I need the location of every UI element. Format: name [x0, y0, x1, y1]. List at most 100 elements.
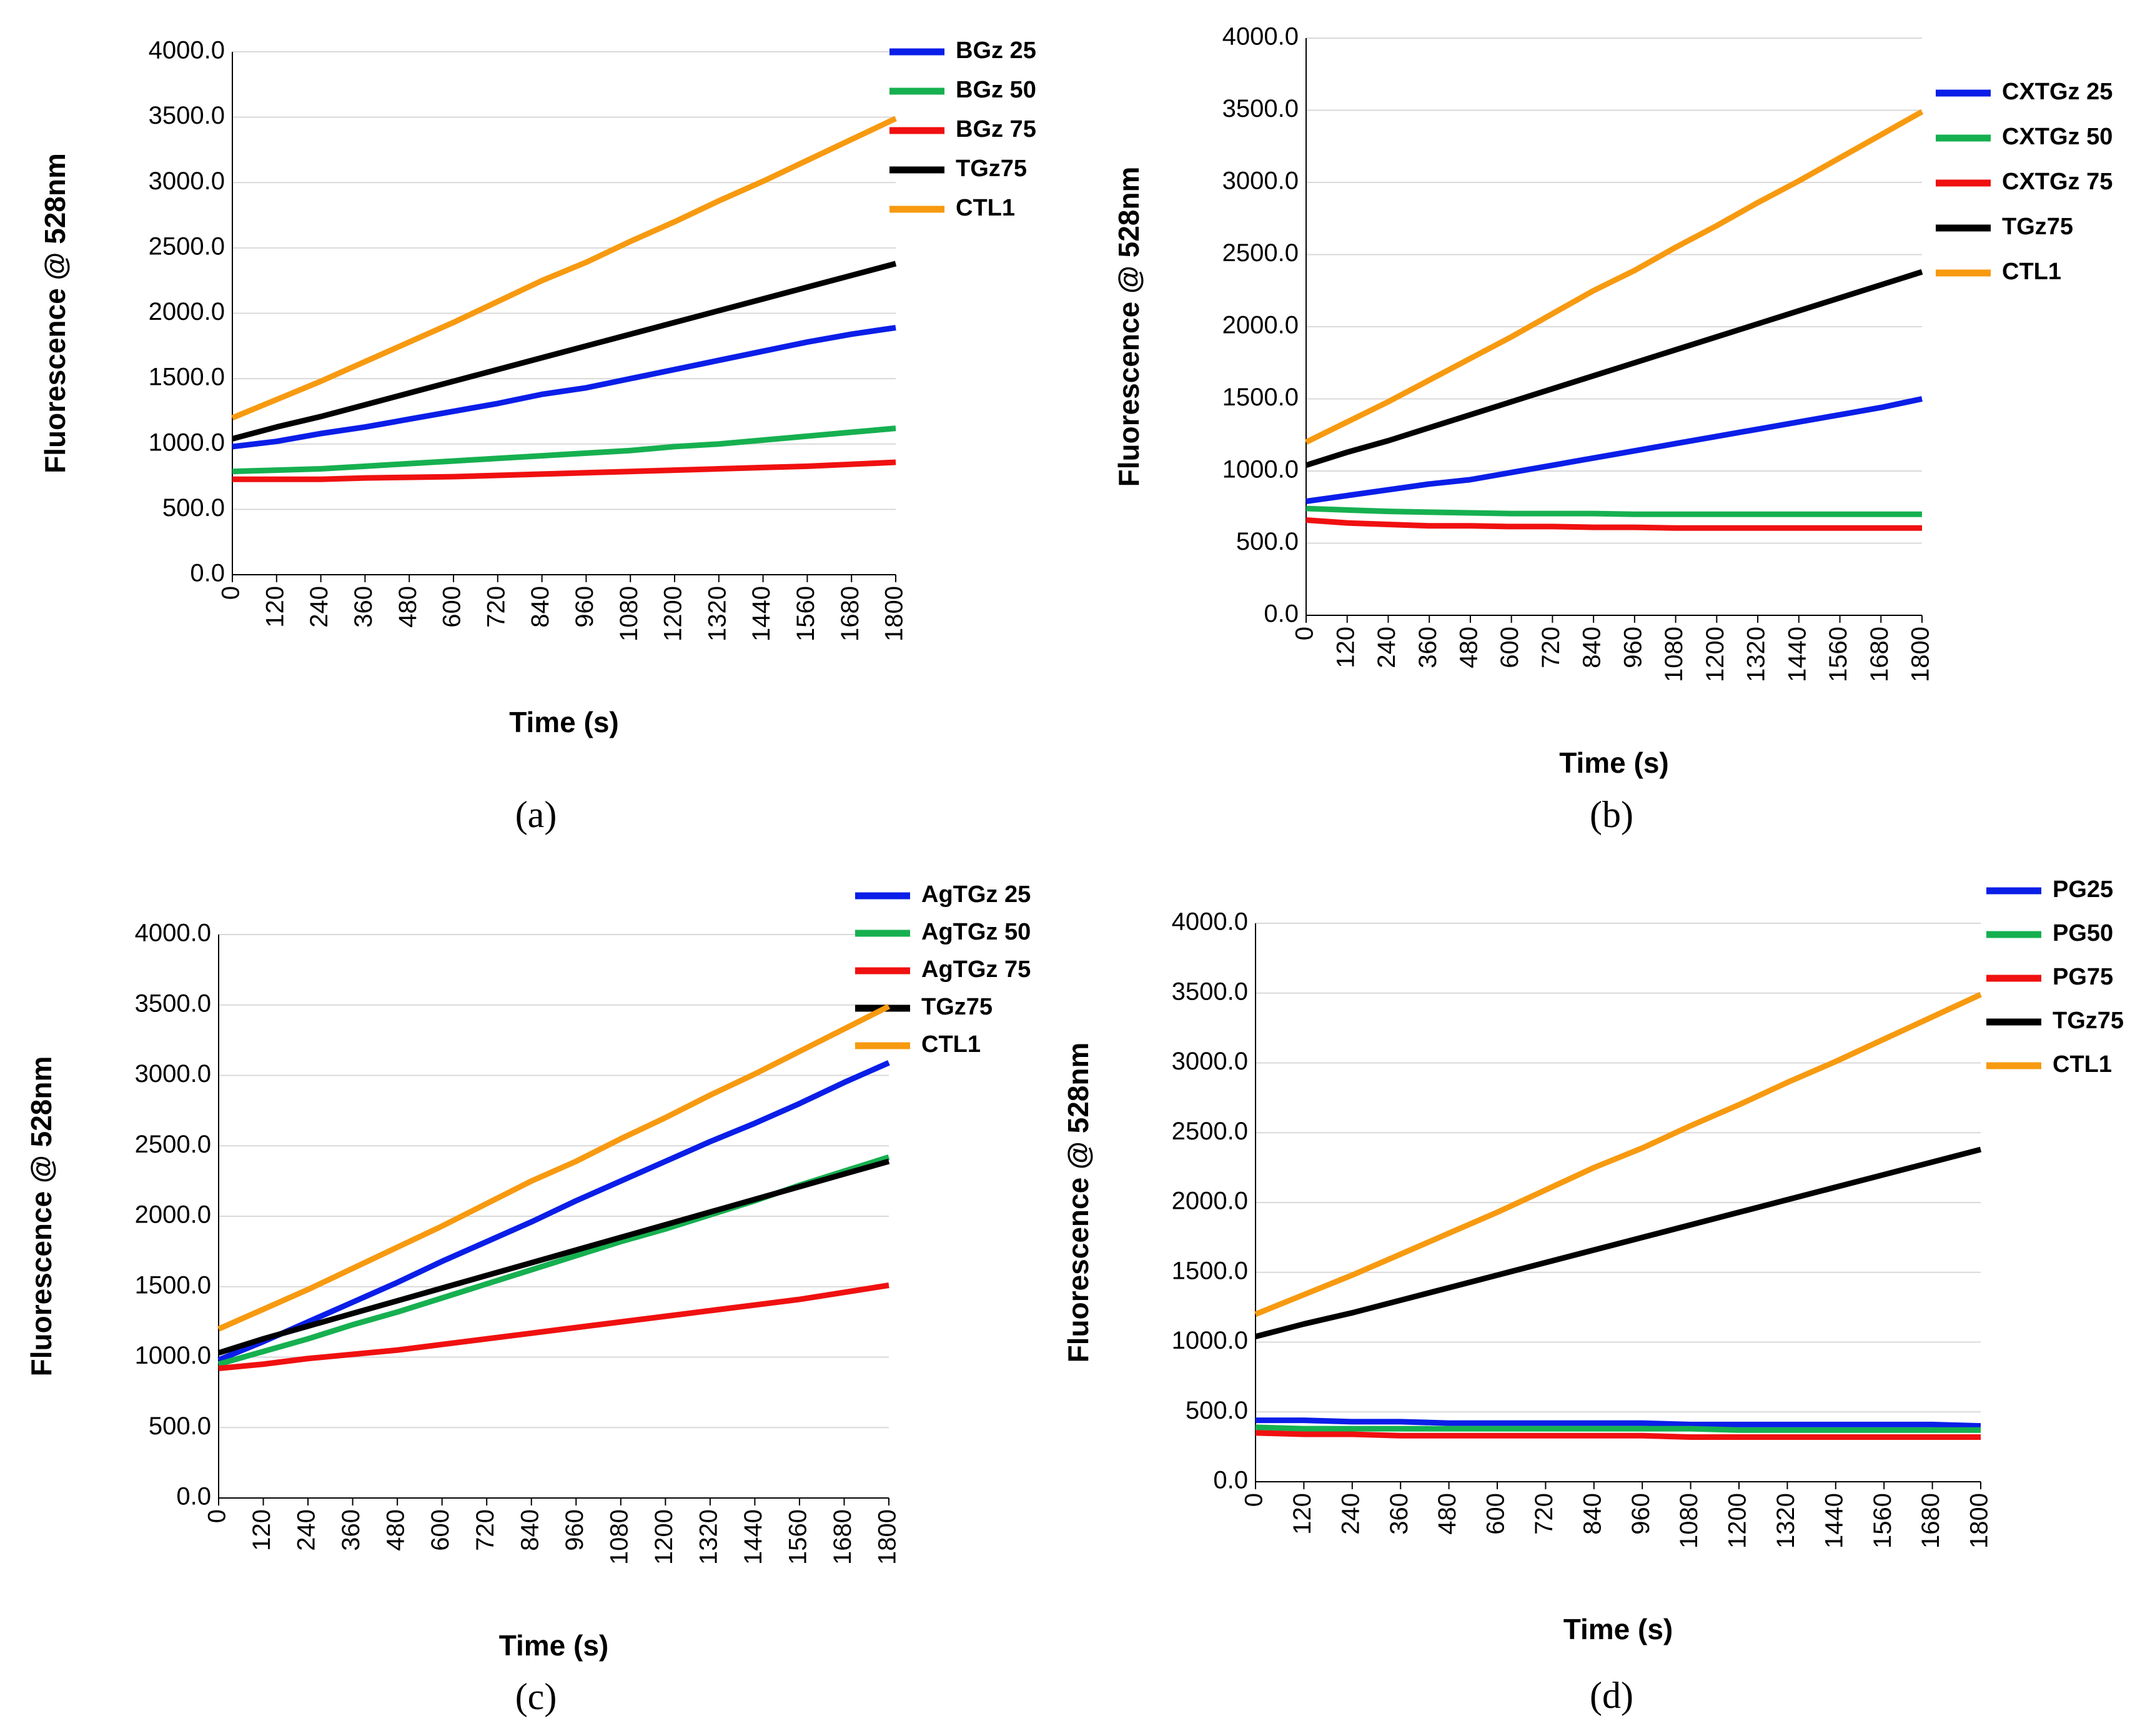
x-tick-label: 960 — [571, 586, 598, 628]
x-tick-label: 1680 — [836, 586, 864, 642]
y-tick-label: 1000.0 — [149, 429, 225, 456]
series-line — [1305, 505, 1922, 517]
y-tick-label: 1500.0 — [1172, 1257, 1248, 1284]
x-tick-label: 840 — [516, 1509, 543, 1551]
x-tick-label: 1560 — [792, 586, 820, 642]
y-tick-label: 3500.0 — [1172, 978, 1248, 1005]
x-tick-label: 840 — [1578, 1493, 1606, 1535]
y-axis-title: Fluorescence @ 528nm — [1112, 167, 1145, 487]
x-tick-label: 1560 — [1869, 1493, 1896, 1549]
series-line — [1255, 1430, 1981, 1440]
y-tick-label: 4000.0 — [1222, 23, 1299, 51]
legend-label: AgTGz 25 — [921, 881, 1031, 908]
x-tick-label: 1080 — [1660, 627, 1688, 682]
y-tick-label: 3000.0 — [135, 1060, 211, 1088]
y-tick-label: 500.0 — [162, 494, 225, 522]
y-tick-label: 500.0 — [1236, 528, 1299, 555]
y-tick-label: 3000.0 — [1222, 167, 1299, 195]
x-tick-label: 1800 — [1907, 627, 1934, 682]
y-axis-title: Fluorescence @ 528nm — [39, 153, 71, 474]
y-tick-label: 1000.0 — [135, 1342, 211, 1369]
legend-label: CXTGz 50 — [2002, 124, 2113, 150]
x-tick-label: 1560 — [784, 1509, 811, 1565]
legend-label: TGz75 — [2002, 214, 2073, 240]
series-line — [1254, 991, 1982, 1317]
y-tick-label: 2500.0 — [135, 1131, 211, 1158]
series-line — [1305, 269, 1923, 469]
series-line — [1305, 517, 1922, 531]
y-tick-label: 2000.0 — [1172, 1188, 1248, 1215]
x-tick-label: 0 — [204, 1509, 231, 1523]
panel-label: (b) — [1590, 794, 1633, 835]
x-tick-label: 1200 — [1724, 1493, 1751, 1549]
legend-label: AgTGz 50 — [921, 919, 1031, 945]
x-tick-label: 1560 — [1825, 627, 1852, 682]
x-tick-label: 120 — [1289, 1493, 1316, 1535]
y-tick-label: 500.0 — [1186, 1397, 1248, 1424]
x-axis-title: Time (s) — [499, 1629, 609, 1662]
panel-label: (d) — [1590, 1675, 1633, 1716]
legend-label: BGz 75 — [956, 116, 1036, 142]
legend-label: PG25 — [2053, 876, 2113, 903]
series-line — [217, 1060, 890, 1363]
x-tick-label: 1320 — [695, 1509, 722, 1565]
y-tick-label: 3000.0 — [1172, 1048, 1248, 1075]
legend-label: TGz75 — [921, 994, 993, 1020]
legend-label: PG75 — [2053, 964, 2113, 990]
x-tick-label: 1320 — [703, 586, 731, 642]
x-tick-label: 1680 — [1866, 627, 1893, 682]
series-line — [231, 116, 897, 421]
x-tick-label: 360 — [350, 586, 377, 628]
x-tick-label: 1080 — [605, 1509, 633, 1565]
y-tick-label: 1500.0 — [149, 364, 225, 391]
legend-label: BGz 50 — [956, 77, 1036, 103]
series-line — [1305, 109, 1924, 445]
series-line — [217, 1003, 891, 1332]
x-tick-label: 960 — [561, 1509, 588, 1551]
legend-label: AgTGz 75 — [921, 956, 1031, 983]
x-tick-label: 120 — [248, 1509, 275, 1551]
legend-label: CTL1 — [2053, 1051, 2112, 1078]
y-tick-label: 4000.0 — [135, 920, 211, 947]
x-axis-title: Time (s) — [509, 706, 619, 738]
x-tick-label: 240 — [1373, 627, 1400, 668]
x-axis-title: Time (s) — [1563, 1613, 1673, 1645]
y-tick-label: 0.0 — [176, 1483, 211, 1510]
x-tick-label: 1680 — [1917, 1493, 1944, 1549]
x-tick-label: 120 — [261, 586, 289, 628]
series-line — [218, 1282, 889, 1372]
y-tick-label: 4000.0 — [149, 37, 225, 64]
x-tick-label: 720 — [472, 1509, 499, 1551]
x-tick-label: 360 — [337, 1509, 365, 1551]
x-tick-label: 1200 — [660, 586, 687, 642]
series-line — [232, 425, 896, 475]
x-tick-label: 1080 — [615, 586, 643, 642]
series-line — [217, 1158, 890, 1356]
x-tick-label: 1800 — [874, 1509, 901, 1565]
y-tick-label: 2000.0 — [1222, 312, 1299, 339]
y-tick-label: 1500.0 — [135, 1271, 211, 1299]
legend-label: BGz 25 — [956, 37, 1036, 64]
x-tick-label: 1440 — [740, 1509, 767, 1565]
legend-label: PG50 — [2053, 920, 2113, 946]
series-line — [1256, 1417, 1981, 1429]
x-tick-label: 1440 — [748, 586, 775, 642]
x-tick-label: 600 — [427, 1509, 454, 1551]
x-tick-label: 1800 — [881, 586, 908, 642]
legend-label: CTL1 — [921, 1031, 981, 1058]
x-tick-label: 720 — [1537, 627, 1565, 668]
x-tick-label: 1320 — [1772, 1493, 1800, 1549]
series-line — [232, 325, 896, 450]
y-tick-label: 0.0 — [190, 560, 225, 587]
x-tick-label: 960 — [1627, 1493, 1655, 1535]
y-tick-label: 2500.0 — [1222, 239, 1299, 267]
x-axis-title: Time (s) — [1559, 746, 1669, 779]
x-tick-label: 840 — [1578, 627, 1606, 668]
legend-label: CTL1 — [2002, 259, 2061, 285]
legend-label: CXTGz 25 — [2002, 79, 2113, 105]
x-tick-label: 240 — [1337, 1493, 1364, 1535]
y-tick-label: 3500.0 — [135, 990, 211, 1017]
y-tick-label: 3500.0 — [149, 102, 225, 129]
y-axis-title: Fluorescence @ 528nm — [25, 1056, 57, 1377]
x-tick-label: 1440 — [1783, 627, 1811, 682]
